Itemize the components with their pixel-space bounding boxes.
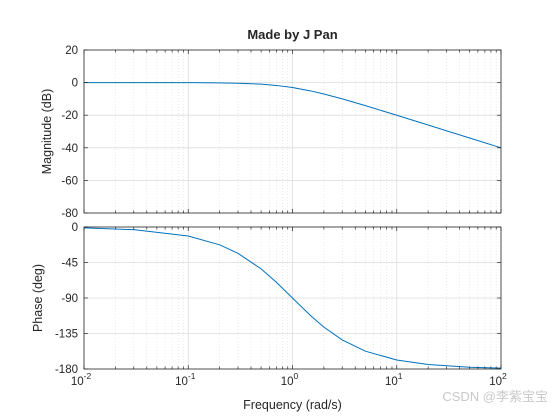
phase-panel: 0 -45 -90 -135 -180 Phase (deg) bbox=[31, 222, 502, 376]
y-tick-label: -80 bbox=[61, 208, 78, 220]
x-tick-label: 102 bbox=[489, 371, 507, 388]
x-tick-label-exponent: -2 bbox=[84, 371, 92, 381]
y-tick-label: -40 bbox=[61, 143, 78, 155]
x-tick-label-base: 10 bbox=[281, 376, 294, 388]
x-tick-label-exponent: 2 bbox=[502, 371, 507, 381]
watermark-text: CSDN @李紫宝宝 bbox=[442, 389, 548, 404]
x-tick-label-exponent: 0 bbox=[294, 371, 299, 381]
y-tick-label: -135 bbox=[55, 329, 78, 341]
x-tick-label-base: 10 bbox=[489, 376, 502, 388]
magnitude-series-line bbox=[84, 82, 502, 149]
x-tick-label: 101 bbox=[385, 371, 403, 388]
magnitude-axis-label: Magnitude (dB) bbox=[40, 89, 54, 174]
y-tick-label: 20 bbox=[65, 45, 78, 57]
y-tick-label: -20 bbox=[61, 110, 78, 122]
magnitude-panel: 20 0 -20 -40 -60 -80 Magnitude (dB) bbox=[40, 45, 502, 220]
phase-axis-label: Phase (deg) bbox=[31, 264, 45, 332]
x-tick-label-base: 10 bbox=[71, 376, 84, 388]
y-tick-label: 0 bbox=[72, 222, 78, 234]
phase-series-line bbox=[83, 227, 502, 369]
y-tick-label: -90 bbox=[61, 293, 78, 305]
x-tick-label-base: 10 bbox=[385, 376, 398, 388]
x-tick-label: 10-2 bbox=[71, 371, 92, 388]
x-tick-label: 10-1 bbox=[175, 371, 196, 388]
x-tick-label: 100 bbox=[281, 371, 299, 388]
y-tick-label: -60 bbox=[61, 175, 78, 187]
x-tick-label-exponent: -1 bbox=[188, 371, 196, 381]
y-tick-label: -180 bbox=[55, 364, 78, 376]
y-tick-label: 0 bbox=[72, 78, 78, 90]
x-tick-label-exponent: 1 bbox=[398, 371, 403, 381]
y-tick-label: -45 bbox=[61, 258, 78, 270]
x-tick-label-base: 10 bbox=[175, 376, 188, 388]
x-axis-label: Frequency (rad/s) bbox=[243, 398, 342, 412]
chart-title: Made by J Pan bbox=[247, 27, 337, 42]
